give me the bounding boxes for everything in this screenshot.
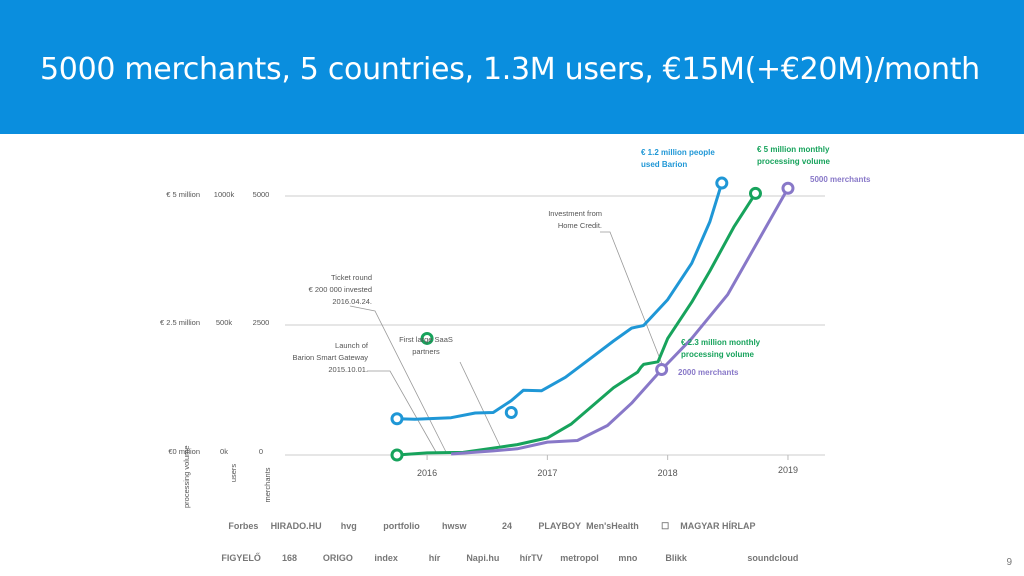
annotation-investment: Investment from Home Credit.	[522, 208, 602, 232]
caption-volume-mid-line2: processing volume	[681, 350, 754, 359]
tick-users-top: 1000k	[213, 190, 235, 199]
press-logo: portfolio	[383, 521, 420, 531]
leader-saas	[459, 361, 501, 447]
press-logo: ☐	[661, 520, 670, 531]
title-bar: 5000 merchants, 5 countries, 1.3M users,…	[0, 0, 1024, 134]
marker-merchants	[655, 363, 669, 377]
series-line-processing-volume	[396, 192, 757, 457]
press-logo: 24	[501, 521, 512, 531]
series-line-users	[396, 182, 724, 421]
caption-volume-mid-line1: € 2.3 million monthly	[681, 338, 761, 347]
leader-launch	[367, 370, 437, 453]
press-logo-strip: Forbes HIRADO.HU hvg portfolio hwsw 24 PLAYBOY…	[220, 514, 800, 570]
tick-users-mid: 500k	[215, 318, 233, 327]
press-logo: index	[374, 553, 398, 563]
marker-users	[390, 412, 404, 426]
annotation-investment-line1: Investment from	[548, 209, 602, 218]
press-logo: hírTV	[519, 553, 543, 563]
annotation-ticket: Ticket round € 200 000 invested 2016.04.…	[272, 272, 372, 308]
marker-processing-volume	[420, 331, 434, 345]
tick-volume-top: € 5 million	[166, 190, 200, 199]
press-logo: ORIGO	[322, 553, 353, 563]
annotation-investment-line2: Home Credit.	[557, 221, 602, 230]
annotation-saas: First large SaaS partners	[384, 334, 468, 358]
caption-merchants-mid: 2000 merchants	[678, 368, 739, 377]
caption-users-top-line2: used Barion	[641, 160, 688, 169]
press-logo	[747, 517, 794, 535]
marker-merchants	[781, 181, 795, 195]
slide-title: 5000 merchants, 5 countries, 1.3M users,…	[40, 52, 980, 87]
tick-users-zero: 0k	[220, 447, 228, 456]
press-logo: hvg	[340, 521, 357, 531]
press-logo: Blikk	[665, 553, 687, 563]
press-logo: soundcloud	[747, 553, 799, 563]
press-logo: mno	[618, 553, 638, 563]
annotation-ticket-line3: 2016.04.24.	[332, 297, 372, 306]
press-logo: hwsw	[442, 521, 467, 531]
press-logo: metropol	[560, 553, 599, 563]
marker-users	[715, 176, 729, 190]
press-logo: hír	[428, 553, 441, 563]
annotation-launch-line3: 2015.10.01.	[328, 365, 368, 374]
caption-merchants-top: 5000 merchants	[810, 175, 871, 184]
annotation-launch-line1: Launch of	[335, 341, 368, 350]
press-logo: Forbes	[228, 521, 259, 531]
tick-volume-mid: € 2.5 million	[159, 318, 200, 327]
x-tick-label: 2017	[537, 468, 557, 478]
marker-processing-volume	[390, 448, 404, 462]
leader-investment	[600, 231, 663, 365]
press-logo: PLAYBOY	[538, 521, 582, 531]
x-tick-label: 2016	[417, 468, 437, 478]
annotation-ticket-line2: € 200 000 invested	[308, 285, 372, 294]
annotation-launch: Launch of Barion Smart Gateway 2015.10.0…	[268, 340, 368, 376]
marker-users	[504, 406, 518, 420]
tick-merchants-zero: 0	[258, 447, 264, 456]
annotation-launch-line2: Barion Smart Gateway	[292, 353, 368, 362]
caption-volume-mid: € 2.3 million monthly processing volume	[681, 337, 760, 361]
leader-ticket	[349, 305, 447, 453]
tick-volume-zero: €0 million	[168, 447, 200, 456]
press-logo: Men'sHealth	[586, 521, 639, 531]
press-logo: FIGYELŐ	[221, 553, 261, 563]
annotation-leader-lines	[349, 231, 663, 453]
x-axis-ticks: 2016 2017 2018 2019	[417, 455, 798, 478]
caption-users-top: € 1.2 million people used Barion	[641, 147, 715, 171]
marker-processing-volume	[748, 186, 762, 200]
annotation-saas-line2: partners	[412, 347, 440, 356]
press-logo: Napi.hu	[466, 553, 500, 563]
page-number: 9	[1006, 557, 1012, 568]
x-tick-label: 2018	[658, 468, 678, 478]
tick-merchants-top: 5000	[252, 190, 270, 199]
tick-merchants-mid: 2500	[252, 318, 270, 327]
caption-users-top-line1: € 1.2 million people	[641, 148, 715, 157]
x-tick-label: 2019	[778, 465, 798, 475]
caption-volume-top-line1: € 5 million monthly	[757, 145, 830, 154]
series-line-merchants	[450, 187, 790, 456]
press-logo: HIRADO.HU	[270, 521, 322, 531]
caption-volume-top: € 5 million monthly processing volume	[757, 144, 830, 168]
press-logo: MAGYAR HÍRLAP	[680, 521, 756, 531]
press-logo	[703, 549, 745, 567]
press-logo: 168	[281, 553, 297, 563]
caption-volume-top-line2: processing volume	[757, 157, 830, 166]
annotation-saas-line1: First large SaaS	[399, 335, 453, 344]
annotation-ticket-line1: Ticket round	[331, 273, 372, 282]
